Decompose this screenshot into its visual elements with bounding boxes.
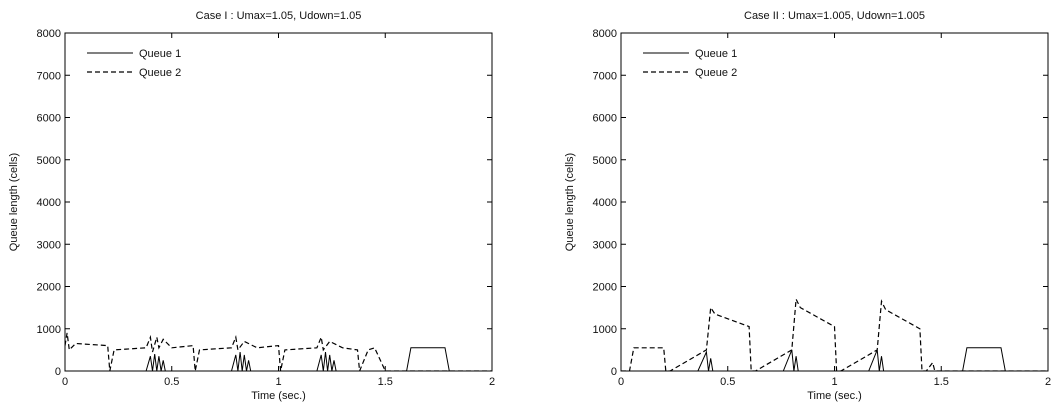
legend-label-1: Queue 1 (139, 48, 181, 60)
chart-panel-2: Case II : Umax=1.005, Udown=1.0050100020… (564, 10, 1051, 402)
y-tick-label: 2000 (37, 282, 61, 294)
chart-title: Case II : Umax=1.005, Udown=1.005 (744, 10, 925, 22)
legend-label-2: Queue 2 (695, 67, 737, 79)
y-tick-label: 6000 (593, 113, 617, 125)
x-tick-label: 1.5 (934, 376, 949, 388)
y-tick-label: 7000 (37, 70, 61, 82)
legend-label-1: Queue 1 (695, 48, 737, 60)
y-tick-label: 5000 (37, 155, 61, 167)
y-tick-label: 1000 (593, 324, 617, 336)
series-line-2 (621, 297, 1048, 371)
x-tick-label: 2 (1045, 376, 1051, 388)
y-tick-label: 1000 (37, 324, 61, 336)
x-tick-label: 0.5 (720, 376, 735, 388)
x-tick-label: 1 (831, 376, 837, 388)
plot-frame (620, 32, 1049, 372)
plot-frame (64, 32, 493, 372)
y-tick-label: 8000 (593, 28, 617, 40)
y-tick-label: 7000 (593, 70, 617, 82)
x-tick-label: 0.5 (164, 376, 179, 388)
chart-panel-1: Case I : Umax=1.05, Udown=1.05 0 1000 2000 3… (8, 10, 495, 402)
y-tick-label: 0 (611, 366, 617, 378)
x-tick-label: 0 (62, 376, 68, 388)
x-tick-label: 1 (275, 376, 281, 388)
y-tick-label: 8000 (37, 28, 61, 40)
y-tick-label: 4000 (593, 197, 617, 209)
chart-title: Case I : Umax=1.05, Udown=1.05 (196, 10, 362, 22)
y-tick-label: 3000 (37, 239, 61, 251)
y-tick-label: 5000 (593, 155, 617, 167)
y-tick-label: 4000 (37, 197, 61, 209)
x-tick-label: 1.5 (378, 376, 393, 388)
y-tick-label: 6000 (37, 113, 61, 125)
y-tick-label: 2000 (593, 282, 617, 294)
legend-label-2: Queue 2 (139, 67, 181, 79)
series-line-1 (65, 347, 492, 371)
series-line-2 (65, 332, 492, 371)
y-tick-label: 3000 (593, 239, 617, 251)
x-tick-label: 2 (489, 376, 495, 388)
x-axis-label: Time (sec.) (807, 390, 862, 402)
y-tick-label: 0 (55, 366, 61, 378)
x-tick-label: 0 (618, 376, 624, 388)
y-axis-label: Queue length (cells) (8, 153, 20, 251)
y-axis-label: Queue length (cells) (564, 153, 576, 251)
x-axis-label: Time (sec.) (251, 390, 306, 402)
series-line-1 (621, 347, 1048, 371)
